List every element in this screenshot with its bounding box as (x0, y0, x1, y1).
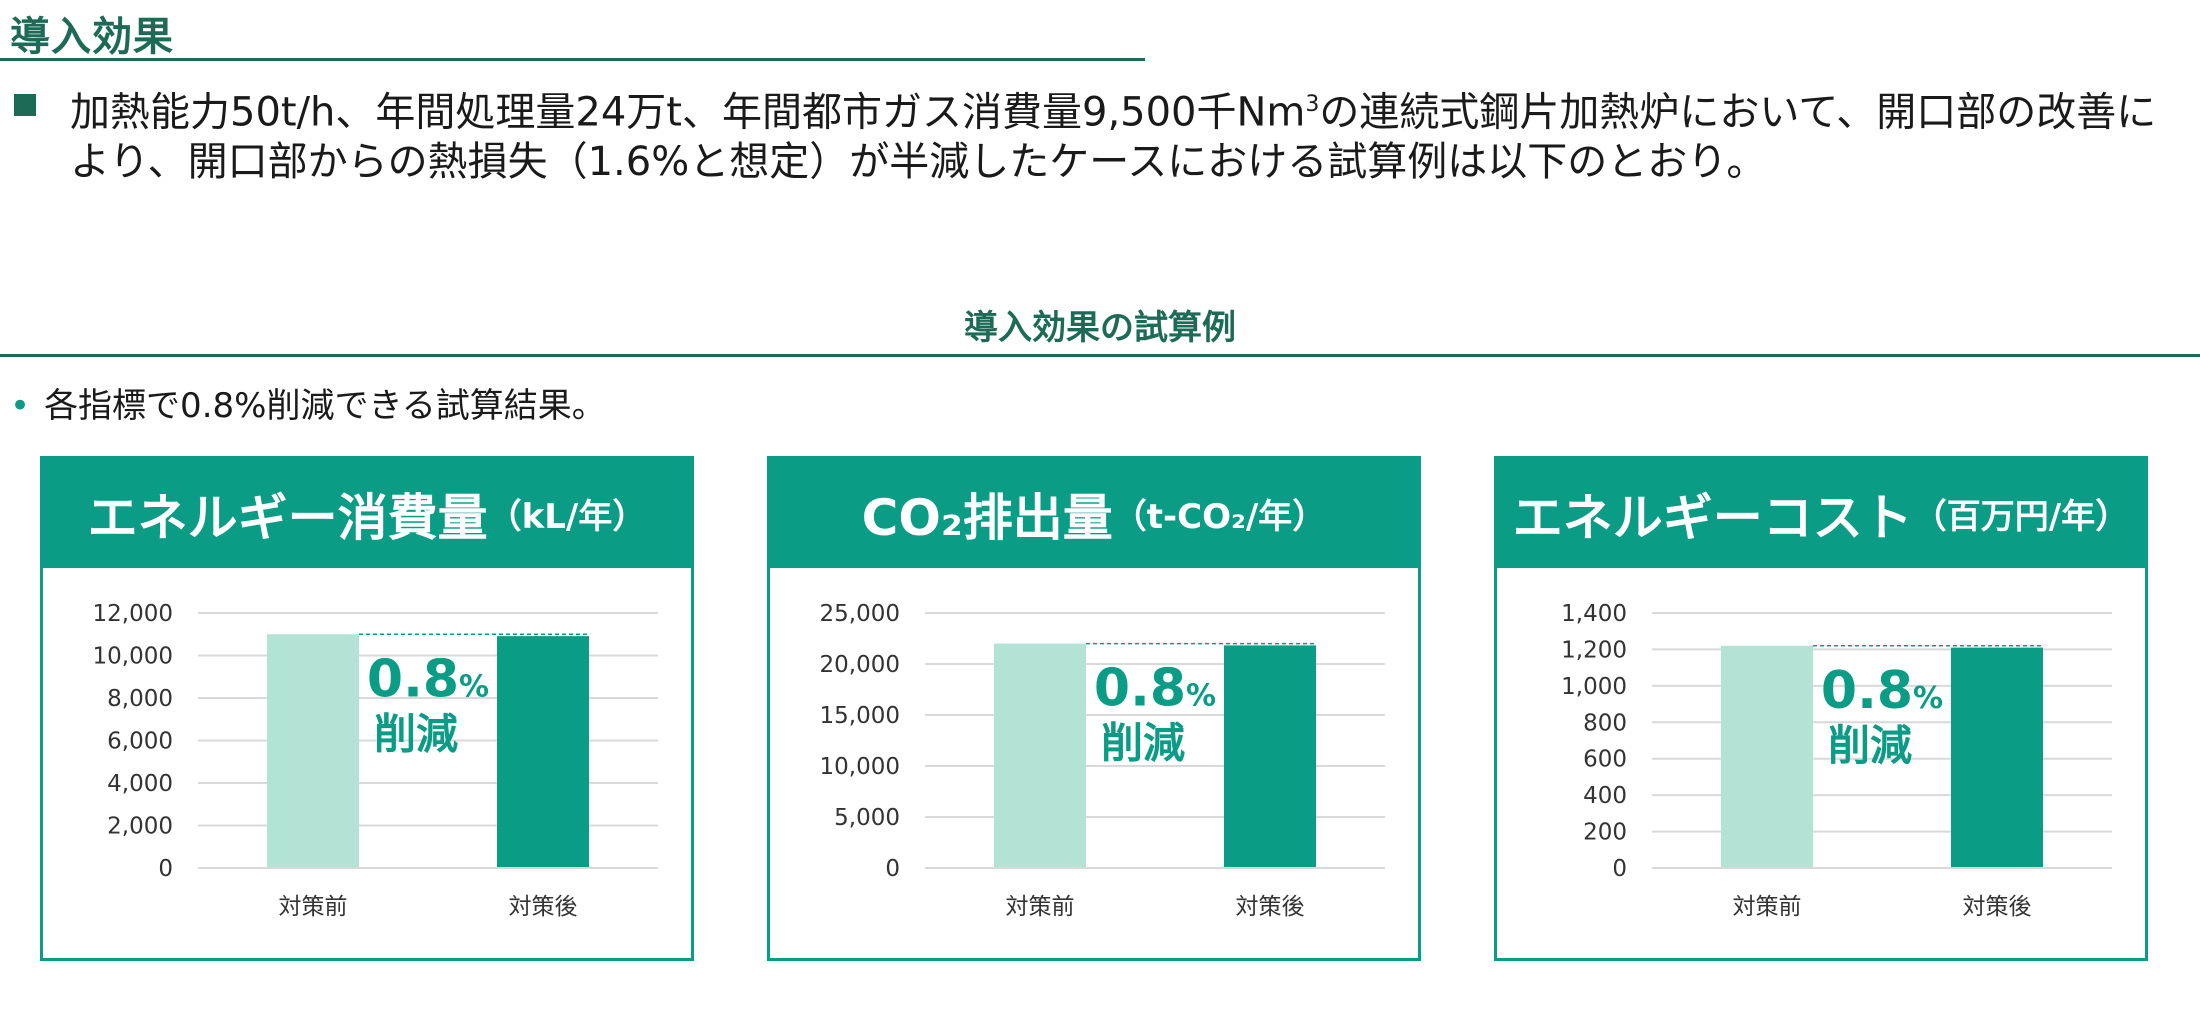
y-tick-label: 5,000 (834, 805, 900, 831)
title-divider (0, 58, 1145, 61)
y-tick-label: 8,000 (107, 686, 173, 712)
reduction-percent-label: 0.8% (1821, 661, 1943, 721)
y-tick-label: 1,200 (1561, 637, 1627, 663)
chart-card-header: CO₂排出量 （t-CO₂/年） (770, 459, 1418, 568)
page-title: 導入効果 (10, 14, 174, 60)
y-tick-label: 1,000 (1561, 674, 1627, 700)
y-tick-label: 400 (1583, 783, 1627, 809)
intro-text-before: 加熱能力50t/h、年間処理量24万t、年間都市ガス消費量9,500千Nm (70, 89, 1306, 136)
chart-title: CO₂排出量 (861, 488, 1113, 547)
reduction-percent-unit: % (459, 669, 489, 704)
y-tick-label: 10,000 (820, 754, 900, 780)
x-category-label: 対策前 (279, 894, 348, 920)
y-tick-label: 25,000 (820, 601, 900, 627)
reduction-percent-unit: % (1913, 681, 1943, 716)
reduction-percent-label: 0.8% (367, 649, 489, 709)
reduction-word-label: 削減 (374, 709, 458, 758)
y-tick-label: 0 (158, 856, 173, 882)
y-tick-label: 10,000 (93, 644, 173, 670)
chart-title: エネルギーコスト (1512, 488, 1913, 547)
section-title: 導入効果の試算例 (964, 308, 1236, 348)
bar-before (267, 634, 359, 868)
bar-after (497, 636, 589, 868)
section-divider (0, 354, 2200, 357)
chart-card-header: エネルギーコスト （百万円/年） (1497, 459, 2145, 568)
intro-superscript: 3 (1305, 92, 1320, 117)
reduction-percent-value: 0.8 (1094, 659, 1186, 719)
square-bullet-icon (14, 94, 36, 116)
chart-card-energy-consumption: エネルギー消費量 （kL/年） 0 2,000 4,000 6,000 8,000 10,0… (40, 456, 694, 961)
chart-unit: （百万円/年） (1912, 497, 2130, 537)
y-tick-label: 20,000 (820, 652, 900, 678)
chart-card-header: エネルギー消費量 （kL/年） (43, 459, 691, 568)
co2-emissions-chart: 0 5,000 10,000 15,000 20,000 25,000 対策前 対策後 0.8%… (820, 601, 1385, 920)
y-tick-label: 0 (885, 856, 900, 882)
y-tick-label: 200 (1583, 820, 1627, 846)
bar-after (1951, 647, 2043, 868)
reduction-percent-value: 0.8 (1821, 661, 1913, 721)
summary-note: • 各指標で0.8%削減できる試算結果。 (10, 378, 606, 427)
chart-card-co2-emissions: CO₂排出量 （t-CO₂/年） 0 5,000 10,000 15,000 20,000… (767, 456, 1421, 961)
intro-text-after: の連続式鋼片加熱炉において、開口部の改善により、開口部からの熱損失（1.6%と想… (70, 89, 2157, 186)
x-category-label: 対策後 (509, 894, 578, 920)
energy-cost-chart: 0 200 400 600 800 1,000 1,200 1,400 対策前 対策後 0.8%削減 (1561, 601, 2112, 920)
bullet-dot-icon: • (10, 386, 31, 426)
intro-text: 加熱能力50t/h、年間処理量24万t、年間都市ガス消費量9,500千Nm3の連… (70, 80, 2194, 187)
y-tick-label: 6,000 (107, 729, 173, 755)
intro-paragraph: 加熱能力50t/h、年間処理量24万t、年間都市ガス消費量9,500千Nm3の連… (14, 80, 2194, 187)
y-tick-label: 4,000 (107, 771, 173, 797)
bar-after (1224, 645, 1316, 868)
chart-unit: （t-CO₂/年） (1112, 497, 1327, 537)
x-category-label: 対策前 (1733, 894, 1802, 920)
bar-before (994, 643, 1086, 868)
chart-unit: （kL/年） (487, 497, 647, 537)
energy-consumption-chart: 0 2,000 4,000 6,000 8,000 10,000 12,000 対策前 対策後 0… (93, 601, 658, 920)
reduction-percent-unit: % (1186, 679, 1216, 714)
reduction-percent-label: 0.8% (1094, 659, 1216, 719)
summary-note-text: 各指標で0.8%削減できる試算結果。 (44, 386, 606, 426)
x-category-label: 対策前 (1006, 894, 1075, 920)
chart-card-energy-cost: エネルギーコスト （百万円/年） 0 200 400 600 800 1,000 1,200 1… (1494, 456, 2148, 961)
y-tick-label: 15,000 (820, 703, 900, 729)
y-tick-label: 800 (1583, 710, 1627, 736)
y-tick-label: 12,000 (93, 601, 173, 627)
x-category-label: 対策後 (1236, 894, 1305, 920)
bar-before (1721, 645, 1813, 868)
y-tick-label: 600 (1583, 747, 1627, 773)
y-tick-label: 0 (1612, 856, 1627, 882)
reduction-percent-value: 0.8 (367, 649, 459, 709)
chart-title: エネルギー消費量 (87, 488, 488, 547)
y-tick-label: 2,000 (107, 814, 173, 840)
x-category-label: 対策後 (1963, 894, 2032, 920)
reduction-word-label: 削減 (1101, 719, 1185, 768)
y-tick-label: 1,400 (1561, 601, 1627, 627)
reduction-word-label: 削減 (1828, 721, 1912, 770)
